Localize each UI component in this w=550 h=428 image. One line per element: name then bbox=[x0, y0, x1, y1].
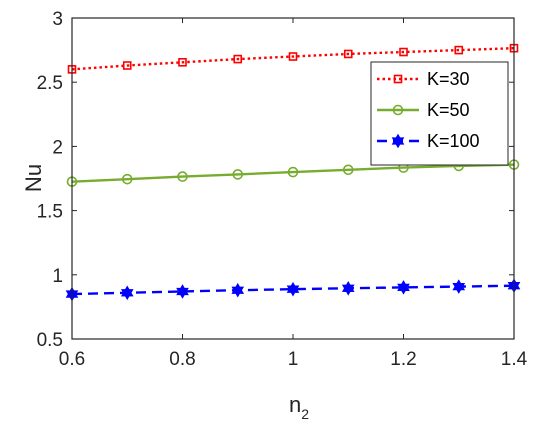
data-point bbox=[121, 173, 133, 185]
series-line bbox=[71, 163, 515, 183]
tick-labels: 0.6 0.8 1 1.2 1.4 0.5 1 1.5 2 2.5 3 bbox=[37, 9, 528, 370]
data-point bbox=[233, 54, 243, 64]
legend-marker bbox=[393, 74, 403, 84]
y-tick-label: 2.5 bbox=[37, 73, 63, 94]
y-tick-label: 1 bbox=[52, 266, 63, 287]
legend-entry: K=50 bbox=[377, 100, 470, 120]
data-point bbox=[342, 164, 354, 176]
data-point bbox=[177, 171, 188, 182]
legend: K=30 K=50 K=100 bbox=[370, 61, 509, 166]
y-tick-label: 2 bbox=[52, 137, 63, 158]
legend-entry: K=100 bbox=[377, 131, 480, 151]
x-tick-label: 1.2 bbox=[390, 349, 416, 370]
series-line bbox=[71, 46, 515, 71]
x-axis-label-subscript: 2 bbox=[301, 406, 309, 422]
y-tick-label: 1.5 bbox=[37, 202, 63, 223]
data-point bbox=[341, 280, 355, 296]
x-tick-label: 0.6 bbox=[59, 349, 85, 370]
legend-entry: K=30 bbox=[377, 69, 470, 89]
y-tick-label: 3 bbox=[52, 9, 63, 30]
data-point bbox=[122, 61, 132, 70]
data-point bbox=[178, 57, 187, 67]
y-axis-label: Nu bbox=[21, 164, 46, 192]
data-point bbox=[176, 284, 189, 299]
x-axis-label-base: n bbox=[289, 392, 301, 417]
data-point bbox=[397, 280, 410, 295]
data-point bbox=[452, 279, 466, 294]
data-point bbox=[288, 52, 298, 61]
legend-marker bbox=[392, 104, 404, 116]
x-tick-label: 1.4 bbox=[501, 349, 528, 370]
x-tick-label: 1 bbox=[288, 349, 299, 370]
legend-label: K=50 bbox=[427, 100, 470, 120]
legend-label: K=30 bbox=[427, 69, 470, 89]
axes-box bbox=[71, 17, 515, 340]
y-tick-label: 0.5 bbox=[37, 330, 63, 351]
data-point bbox=[343, 49, 353, 59]
legend-marker bbox=[391, 133, 405, 149]
data-point bbox=[454, 45, 464, 55]
x-axis-label: n2 bbox=[289, 392, 309, 422]
data-point bbox=[120, 285, 134, 301]
data-point bbox=[231, 282, 245, 298]
series-line bbox=[71, 284, 515, 296]
data-point bbox=[286, 281, 300, 297]
data-point bbox=[399, 47, 408, 57]
data-point bbox=[232, 169, 244, 180]
x-tick-label: 0.8 bbox=[169, 349, 195, 370]
axes-frame bbox=[71, 17, 515, 340]
legend-label: K=100 bbox=[427, 131, 480, 151]
data-point bbox=[287, 166, 299, 178]
series-k100 bbox=[65, 278, 521, 302]
